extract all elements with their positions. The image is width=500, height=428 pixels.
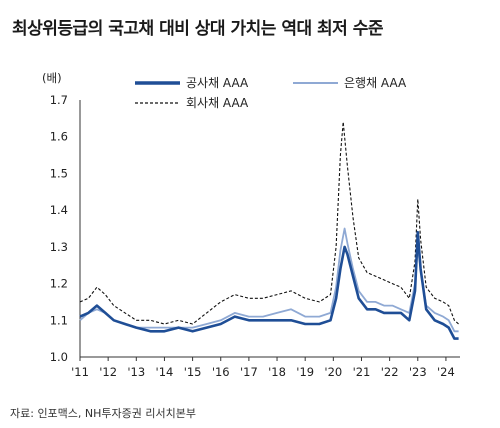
y-tick-label: 1.7 bbox=[50, 93, 68, 107]
x-tick-label: '21 bbox=[353, 365, 371, 379]
y-tick-label: 1.4 bbox=[50, 203, 68, 217]
legend-label-1: 은행채 AAA bbox=[344, 75, 407, 90]
x-tick-label: '15 bbox=[184, 365, 202, 379]
series-line-2 bbox=[79, 121, 459, 325]
x-tick-label: '18 bbox=[268, 365, 286, 379]
x-tick-label: '16 bbox=[212, 365, 230, 379]
y-tick-label: 1.2 bbox=[50, 277, 68, 291]
page-title: 최상위등급의 국고채 대비 상대 가치는 역대 최저 수준 bbox=[12, 19, 384, 39]
y-axis-label: (배) bbox=[42, 71, 62, 85]
x-tick-label: '11 bbox=[71, 365, 89, 379]
legend-label-2: 회사채 AAA bbox=[186, 96, 249, 110]
x-tick-label: '12 bbox=[99, 365, 117, 379]
series-layer bbox=[79, 121, 459, 340]
x-tick-label: '13 bbox=[127, 365, 145, 379]
legend: 공사채 AAA 은행채 AAA 회사채 AAA bbox=[135, 75, 407, 110]
x-tick-label: '17 bbox=[240, 365, 258, 379]
x-tick-label: '19 bbox=[296, 365, 314, 379]
source-note: 자료: 인포맥스, NH투자증권 리서치본부 bbox=[10, 407, 196, 420]
x-tick-label: '20 bbox=[324, 365, 342, 379]
x-tick-label: '22 bbox=[381, 365, 399, 379]
y-tick-label: 1.3 bbox=[50, 240, 68, 254]
x-tick-label: '14 bbox=[156, 365, 174, 379]
series-line-0 bbox=[79, 230, 459, 340]
x-tick-label: '23 bbox=[409, 365, 427, 379]
legend-label-0: 공사채 AAA bbox=[186, 76, 249, 90]
series-line-1 bbox=[79, 227, 459, 333]
y-tick-label: 1.6 bbox=[50, 130, 68, 144]
x-tick-labels: '11 '12 '13 '14 '15 '16 '17 '18 '19 '20 '21 '22 '23 '… bbox=[71, 357, 455, 379]
y-tick-label: 1.1 bbox=[50, 313, 68, 327]
y-tick-labels: 1.0 1.1 1.2 1.3 1.4 1.5 1.6 1.7 bbox=[50, 93, 68, 364]
y-tick-label: 1.5 bbox=[50, 166, 68, 180]
x-tick-label: '24 bbox=[437, 365, 455, 379]
y-tick-label: 1.0 bbox=[50, 350, 68, 364]
